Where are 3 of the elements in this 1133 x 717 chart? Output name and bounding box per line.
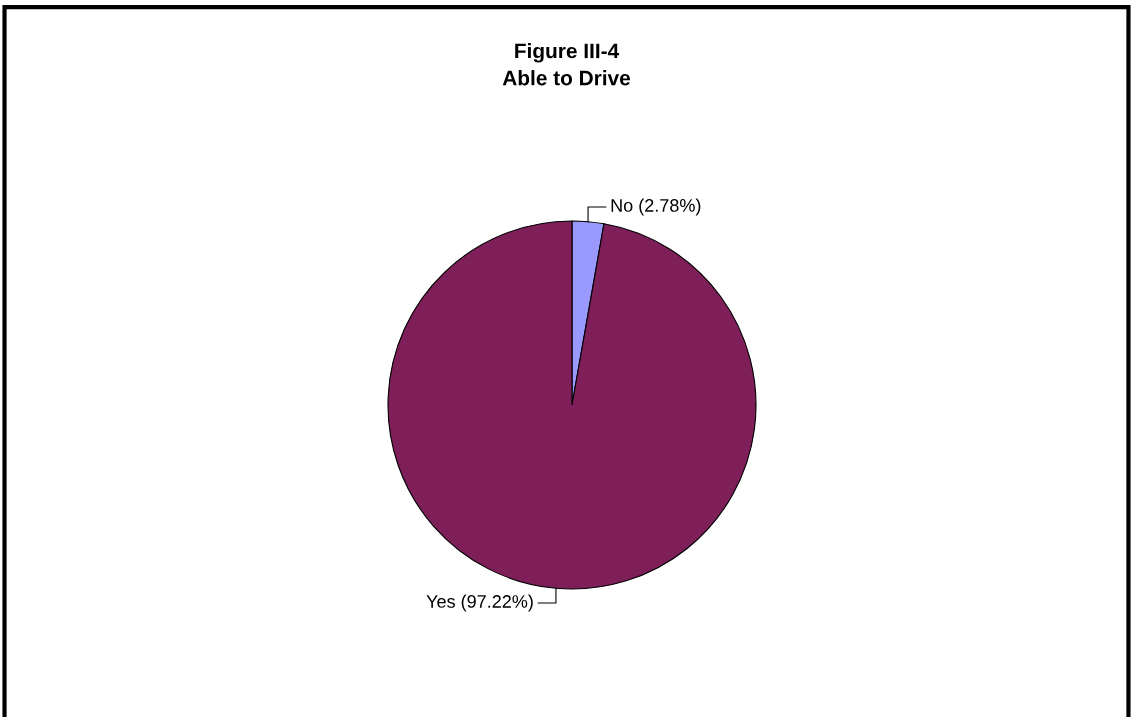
chart-title: Figure III-4 Able to Drive	[502, 43, 631, 86]
slice-label: Yes (97.22%)	[426, 594, 533, 612]
slice-label: No (2.78%)	[611, 198, 701, 216]
